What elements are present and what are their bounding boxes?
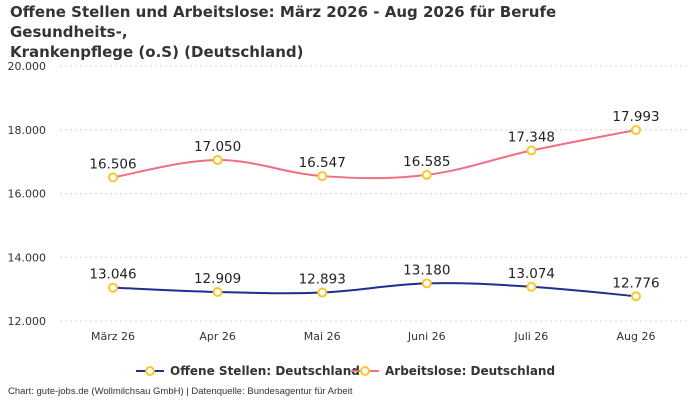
y-tick-label: 14.000 — [8, 251, 47, 264]
data-label: 17.993 — [612, 109, 659, 125]
series-line-1 — [112, 282, 637, 298]
data-label: 13.180 — [403, 262, 450, 278]
data-point[interactable] — [108, 172, 118, 183]
x-tick-label: Apr 26 — [199, 330, 236, 343]
data-point[interactable] — [421, 278, 432, 289]
data-label: 16.506 — [89, 156, 136, 172]
x-tick-label: Mai 26 — [304, 330, 341, 343]
chart-title-line-2: Krankenpflege (o.S) (Deutschland) — [10, 43, 304, 61]
data-point[interactable] — [317, 287, 328, 298]
data-label: 16.585 — [403, 154, 450, 170]
data-label: 17.348 — [508, 130, 555, 146]
data-point[interactable] — [631, 124, 641, 135]
data-point[interactable] — [631, 291, 641, 302]
data-point[interactable] — [212, 287, 223, 298]
data-label: 17.050 — [194, 139, 241, 155]
series-group: 13.046 12.909 12.893 13.180 13.074 12.776 16.5… — [89, 109, 660, 302]
chart-credits: Chart: gute-jobs.de (Wollmilchsau GmbH) … — [8, 386, 353, 397]
data-point[interactable] — [317, 171, 328, 182]
legend-item-2[interactable]: Arbeitslose: Deutschland — [351, 364, 555, 378]
legend-label: Arbeitslose: Deutschland — [385, 364, 555, 378]
x-axis: März 26 Apr 26 Mai 26 Juni 26 Juli 26 Aug 26 — [91, 330, 656, 343]
x-tick-label: Juni 26 — [407, 330, 446, 343]
data-point[interactable] — [526, 281, 537, 292]
data-point[interactable] — [526, 145, 537, 156]
y-axis: 12.000 14.000 16.000 18.000 20.000 — [8, 60, 47, 328]
legend-marker — [360, 366, 370, 376]
y-tick-label: 16.000 — [8, 188, 47, 201]
series-line-2 — [112, 128, 637, 180]
data-point[interactable] — [108, 282, 118, 293]
data-label: 13.074 — [508, 266, 555, 282]
grid-lines — [60, 65, 690, 322]
legend-marker — [145, 366, 155, 376]
data-label: 12.776 — [612, 275, 659, 291]
data-label: 12.909 — [194, 271, 241, 287]
x-tick-label: Aug 26 — [617, 330, 656, 343]
y-tick-label: 20.000 — [8, 60, 47, 73]
chart-title-line-1: Offene Stellen und Arbeitslose: März 202… — [10, 3, 557, 41]
y-tick-label: 18.000 — [8, 124, 47, 137]
legend-label: Offene Stellen: Deutschland — [170, 364, 360, 378]
data-label: 12.893 — [299, 272, 346, 288]
legend[interactable]: Offene Stellen: Deutschland Arbeitslose: … — [136, 364, 555, 378]
data-point[interactable] — [421, 169, 432, 180]
chart-title: Offene Stellen und Arbeitslose: März 202… — [10, 2, 650, 62]
data-label: 16.547 — [299, 155, 346, 171]
x-tick-label: März 26 — [91, 330, 135, 343]
data-label: 13.046 — [89, 267, 136, 283]
legend-item-1[interactable]: Offene Stellen: Deutschland — [136, 364, 360, 378]
data-point[interactable] — [212, 155, 223, 166]
y-tick-label: 12.000 — [8, 315, 47, 328]
x-tick-label: Juli 26 — [513, 330, 548, 343]
